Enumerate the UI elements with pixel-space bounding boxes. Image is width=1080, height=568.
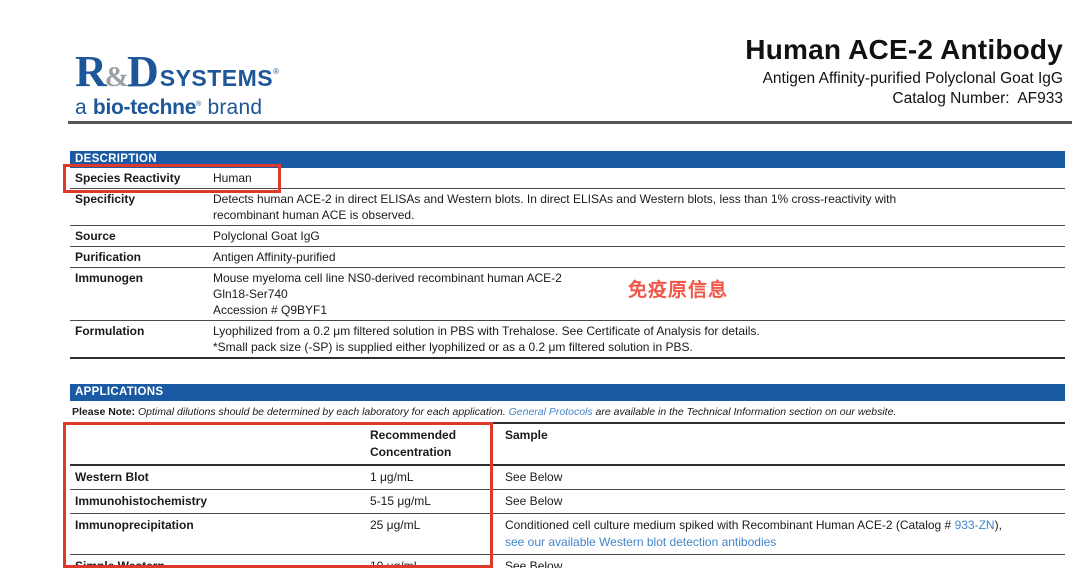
- row-purification: Purification Antigen Affinity-purified: [70, 247, 1065, 268]
- note-prefix: Please Note:: [72, 406, 136, 418]
- concentration-value: 25 μg/mL: [370, 518, 421, 532]
- description-section-header: DESCRIPTION: [70, 151, 1065, 168]
- row-specificity: Specificity Detects human ACE-2 in direc…: [70, 189, 1065, 226]
- recommended-concentration-header: Recommended Concentration: [370, 428, 457, 459]
- sample-value: See Below: [505, 559, 563, 568]
- application-name: Simple Western: [75, 559, 165, 568]
- logo-wordmark: R&D SYSTEMS ®: [75, 50, 279, 94]
- application-column-header: [70, 424, 365, 464]
- row-label: Formulation: [75, 324, 145, 338]
- description-section: DESCRIPTION Species Reactivity Human Spe…: [70, 151, 1065, 359]
- immunogen-info-annotation: 免疫原信息: [628, 280, 729, 301]
- row-label: Purification: [75, 250, 142, 264]
- application-name: Western Blot: [75, 470, 149, 484]
- row-value: Mouse myeloma cell line NS0-derived reco…: [213, 271, 562, 317]
- sample-value: Conditioned cell culture medium spiked w…: [505, 518, 1002, 549]
- document-header: Human ACE-2 Antibody Antigen Affinity-pu…: [745, 34, 1063, 108]
- page-title: Human ACE-2 Antibody: [745, 34, 1063, 65]
- western-blot-detection-antibodies-link[interactable]: see our available Western blot detection…: [505, 535, 777, 549]
- row-label: Specificity: [75, 192, 136, 206]
- catalog-number: Catalog Number: AF933: [892, 90, 1063, 107]
- row-value: Lyophilized from a 0.2 μm filtered solut…: [213, 324, 760, 354]
- sample-value: See Below: [505, 494, 563, 508]
- table-row-immunoprecipitation: Immunoprecipitation 25 μg/mL Conditioned…: [70, 514, 1065, 555]
- row-immunogen: Immunogen Mouse myeloma cell line NS0-de…: [70, 268, 1065, 321]
- sample-value: See Below: [505, 470, 563, 484]
- concentration-value: 10 μg/mL: [370, 559, 421, 568]
- applications-table: Recommended Concentration Sample Western…: [70, 422, 1065, 568]
- table-row-immunohistochemistry: Immunohistochemistry 5-15 μg/mL See Belo…: [70, 490, 1065, 514]
- row-value: Detects human ACE-2 in direct ELISAs and…: [213, 192, 897, 222]
- logo-rd-letters: R&D: [75, 47, 159, 96]
- row-species-reactivity: Species Reactivity Human: [70, 168, 1065, 189]
- concentration-value: 5-15 μg/mL: [370, 494, 431, 508]
- application-name: Immunoprecipitation: [75, 518, 194, 532]
- row-source: Source Polyclonal Goat IgG: [70, 226, 1065, 247]
- row-label: Immunogen: [75, 271, 143, 285]
- applications-section-header: APPLICATIONS: [70, 384, 1065, 401]
- row-label: Species Reactivity: [75, 171, 181, 185]
- table-header-row: Recommended Concentration Sample: [70, 424, 1065, 466]
- row-label: Source: [75, 229, 116, 243]
- registered-mark-icon: ®: [273, 67, 280, 76]
- logo-tagline: a bio-techne® brand: [75, 96, 263, 119]
- header-divider: [68, 121, 1072, 124]
- row-value: Polyclonal Goat IgG: [213, 229, 320, 243]
- registered-mark-icon: ®: [196, 101, 202, 108]
- general-protocols-link[interactable]: General Protocols: [508, 406, 593, 418]
- rd-systems-logo: R&D SYSTEMS ® a bio-techne® brand: [75, 50, 279, 120]
- table-row-western-blot: Western Blot 1 μg/mL See Below: [70, 466, 1065, 490]
- row-formulation: Formulation Lyophilized from a 0.2 μm fi…: [70, 321, 1065, 359]
- row-value: Human: [213, 171, 252, 185]
- logo-systems-text: SYSTEMS: [159, 65, 274, 91]
- application-name: Immunohistochemistry: [75, 494, 208, 508]
- catalog-933-zn-link[interactable]: 933-ZN: [954, 518, 995, 532]
- table-row-simple-western: Simple Western 10 μg/mL See Below: [70, 555, 1065, 568]
- concentration-value: 1 μg/mL: [370, 470, 414, 484]
- row-value: Antigen Affinity-purified: [213, 250, 336, 264]
- applications-note: Please Note: Optimal dilutions should be…: [72, 406, 897, 418]
- logo-ampersand: &: [104, 61, 129, 93]
- sample-column-header: Sample: [505, 428, 548, 442]
- applications-section: APPLICATIONS Please Note: Optimal diluti…: [70, 384, 1065, 568]
- product-subtitle: Antigen Affinity-purified Polyclonal Goa…: [762, 70, 1063, 87]
